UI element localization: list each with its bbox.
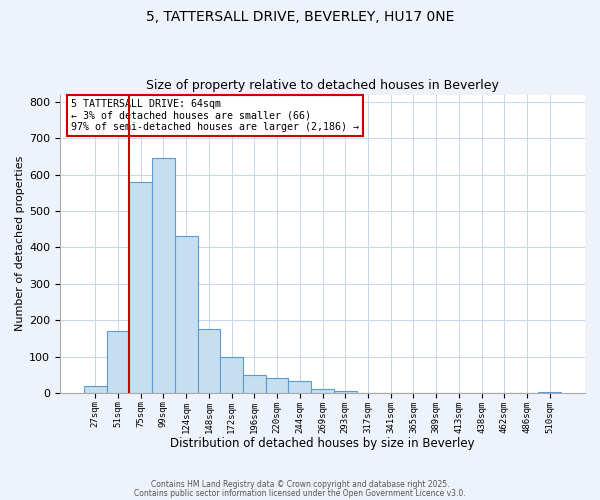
Text: 5, TATTERSALL DRIVE, BEVERLEY, HU17 0NE: 5, TATTERSALL DRIVE, BEVERLEY, HU17 0NE (146, 10, 454, 24)
Bar (311, 390, 334, 393)
Bar (197, 330, 220, 393)
Text: Contains public sector information licensed under the Open Government Licence v3: Contains public sector information licen… (134, 488, 466, 498)
Bar (175, 236, 197, 393)
Bar (243, 375, 266, 393)
Bar (266, 378, 289, 393)
Bar (84, 386, 107, 393)
Bar (538, 392, 561, 393)
Title: Size of property relative to detached houses in Beverley: Size of property relative to detached ho… (146, 79, 499, 92)
Bar (289, 381, 311, 393)
Y-axis label: Number of detached properties: Number of detached properties (15, 156, 25, 332)
X-axis label: Distribution of detached houses by size in Beverley: Distribution of detached houses by size … (170, 437, 475, 450)
Bar (107, 331, 130, 393)
Bar (220, 356, 243, 393)
Bar (334, 391, 356, 393)
Bar (152, 158, 175, 393)
Text: Contains HM Land Registry data © Crown copyright and database right 2025.: Contains HM Land Registry data © Crown c… (151, 480, 449, 489)
Bar (130, 182, 152, 393)
Text: 5 TATTERSALL DRIVE: 64sqm
← 3% of detached houses are smaller (66)
97% of semi-d: 5 TATTERSALL DRIVE: 64sqm ← 3% of detach… (71, 99, 359, 132)
